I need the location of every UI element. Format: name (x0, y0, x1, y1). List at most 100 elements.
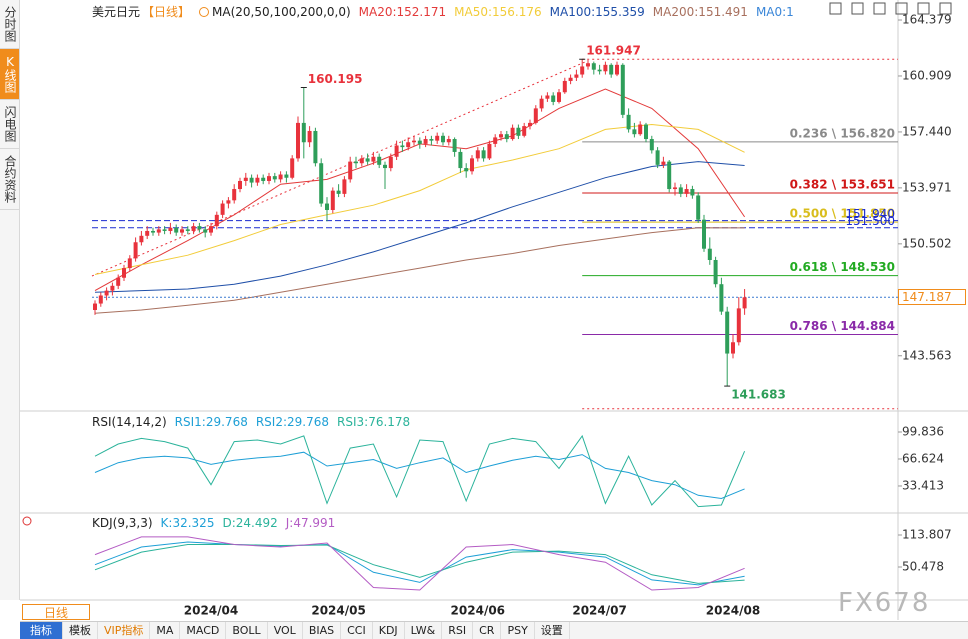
toolbar-button[interactable]: RSI (442, 622, 474, 639)
candle-body (394, 145, 399, 157)
candle-body (319, 163, 324, 204)
legend-entry: MA200:151.491 (652, 4, 748, 19)
tab[interactable]: 合约资料 (0, 149, 19, 210)
candle-body (226, 200, 231, 204)
candle-body (528, 122, 532, 127)
icon[interactable] (829, 2, 842, 15)
y-tick-label: 164.379 (902, 13, 952, 27)
candle-body (325, 203, 329, 210)
icon[interactable] (895, 2, 908, 15)
candle-body (278, 174, 283, 180)
candle-body (429, 139, 434, 141)
candle-body (435, 135, 440, 141)
last-price-label: 147.187 (898, 289, 966, 306)
toolbar-button[interactable]: 模板 (63, 622, 98, 639)
candle-body (620, 64, 625, 115)
toolbar-button[interactable]: BIAS (303, 622, 342, 639)
candle-body (290, 158, 295, 178)
candle-body (104, 290, 109, 296)
candle-body (313, 130, 318, 164)
icon[interactable] (198, 6, 210, 18)
candle-body (539, 98, 544, 109)
candle-body (383, 164, 387, 169)
plot-layer: 143.563147.033150.502153.971157.440160.9… (92, 13, 952, 618)
toolbar-button[interactable]: MACD (180, 622, 227, 639)
toolbar-button[interactable]: KDJ (373, 622, 405, 639)
candle-body (209, 226, 213, 233)
y-tick-label: 33.413 (902, 478, 944, 492)
series-line (94, 161, 745, 293)
candle-body (655, 150, 660, 165)
candle-body (615, 64, 619, 75)
candle-body (690, 189, 695, 196)
sidebar: 分时图 K线图 闪电图 合约资料 (0, 0, 20, 600)
toolbar-button[interactable]: LW& (405, 622, 443, 639)
icon[interactable] (873, 2, 886, 15)
toolbar-button[interactable]: BOLL (226, 622, 268, 639)
y-tick-label: 160.909 (902, 68, 952, 82)
candle-body (446, 139, 451, 143)
candle-body (574, 74, 579, 78)
chart-bg (20, 0, 968, 620)
y-tick-label: 153.971 (902, 180, 952, 194)
candle-body (661, 161, 666, 165)
series-line (94, 227, 745, 314)
series-line (94, 536, 745, 591)
candle-body (713, 260, 718, 285)
candle-body (342, 179, 347, 194)
legend-entry: RSI3:76.178 (337, 415, 411, 429)
candle-body (551, 95, 556, 102)
fib-label: 0.618 \ 148.530 (790, 260, 895, 274)
tab[interactable]: 分时图 (0, 0, 19, 49)
candle-body (562, 80, 567, 93)
toolbar-button[interactable]: VOL (268, 622, 303, 639)
candle-body (261, 177, 266, 181)
candle-body (301, 122, 306, 143)
icon[interactable] (851, 2, 864, 15)
tab[interactable]: K线图 (0, 49, 19, 100)
candle-body (388, 156, 393, 169)
symbol: 美元日元 (92, 5, 141, 19)
toolbar-button[interactable]: CR (473, 622, 502, 639)
fib-label: 0.236 \ 156.820 (790, 126, 895, 140)
price-legend: 美元日元 【日线】 MA(20,50,100,200,0,0) MA20:152… (92, 3, 794, 20)
horizontal-line-label: 151.500 (845, 214, 895, 228)
candle-body (707, 248, 712, 260)
period-selector[interactable]: 日线 (22, 604, 90, 620)
candle-body (191, 226, 196, 231)
candle-body (214, 214, 219, 227)
icon[interactable] (917, 2, 930, 15)
candle-body (156, 229, 161, 233)
series-line (94, 541, 745, 586)
candle-body (122, 268, 126, 278)
candle-body (371, 156, 376, 162)
toolbar-button[interactable]: MA (150, 622, 181, 639)
toolbar-button[interactable]: VIP指标 (98, 622, 151, 639)
candle-body (145, 230, 150, 236)
settings-icon[interactable] (22, 516, 32, 526)
candle-body (475, 150, 480, 159)
candle-body (400, 145, 405, 148)
candle-body (742, 297, 747, 309)
extreme-label: 161.947 (586, 44, 641, 58)
extreme-label: 160.195 (308, 72, 363, 86)
toolbar-button[interactable]: PSY (501, 622, 535, 639)
tab[interactable]: 闪电图 (0, 100, 19, 149)
series-line (94, 434, 746, 508)
watermark: FX678 (838, 588, 931, 618)
candle-body (545, 95, 550, 99)
toolbar-icons[interactable] (829, 2, 952, 15)
toolbar-button[interactable]: 指标 (20, 622, 63, 639)
toolbar-button[interactable]: 设置 (535, 622, 570, 639)
candle-body (516, 127, 521, 136)
candle-body (348, 161, 353, 180)
candle-body (649, 139, 654, 151)
icon[interactable] (939, 2, 952, 15)
candle-body (493, 137, 498, 144)
toolbar-button[interactable]: CCI (341, 622, 373, 639)
candle-body (591, 63, 596, 70)
candle-body (139, 235, 144, 243)
candle-body (330, 190, 335, 210)
